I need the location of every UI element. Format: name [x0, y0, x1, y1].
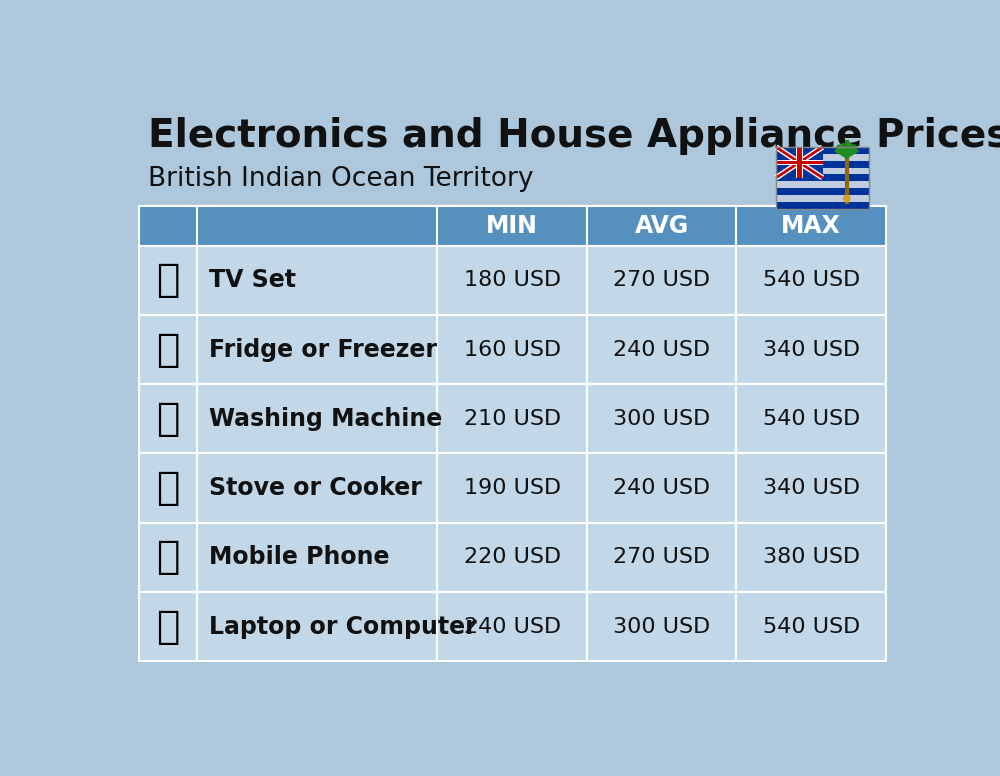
- Text: Electronics and House Appliance Prices: Electronics and House Appliance Prices: [148, 117, 1000, 155]
- Text: 160 USD: 160 USD: [464, 340, 561, 359]
- Bar: [776, 147, 869, 209]
- Bar: [139, 523, 197, 592]
- Bar: [587, 245, 736, 315]
- Bar: [139, 245, 197, 315]
- Bar: [776, 182, 869, 188]
- Bar: [587, 453, 736, 523]
- Text: British Indian Ocean Territory: British Indian Ocean Territory: [148, 165, 534, 192]
- Bar: [139, 315, 197, 384]
- Text: 🧈: 🧈: [156, 331, 180, 369]
- Bar: [736, 453, 886, 523]
- Bar: [139, 206, 197, 245]
- Bar: [736, 315, 886, 384]
- Bar: [437, 592, 587, 661]
- Bar: [776, 188, 869, 195]
- Text: 📱: 📱: [156, 539, 180, 577]
- Text: 📺: 📺: [156, 262, 180, 300]
- Bar: [776, 147, 822, 178]
- Bar: [776, 147, 869, 154]
- Text: 190 USD: 190 USD: [464, 478, 561, 498]
- Bar: [197, 453, 437, 523]
- Text: MAX: MAX: [781, 213, 841, 237]
- Bar: [197, 206, 437, 245]
- Bar: [587, 592, 736, 661]
- Bar: [736, 592, 886, 661]
- Text: Stove or Cooker: Stove or Cooker: [209, 476, 422, 500]
- Bar: [197, 245, 437, 315]
- Bar: [437, 453, 587, 523]
- Text: 540 USD: 540 USD: [763, 409, 860, 429]
- Bar: [197, 315, 437, 384]
- Text: Laptop or Computer: Laptop or Computer: [209, 615, 476, 639]
- Text: 380 USD: 380 USD: [763, 547, 860, 567]
- Bar: [776, 161, 869, 168]
- Bar: [776, 202, 869, 209]
- Bar: [587, 315, 736, 384]
- Bar: [197, 384, 437, 453]
- Bar: [587, 206, 736, 245]
- Bar: [797, 147, 802, 178]
- Text: 540 USD: 540 USD: [763, 617, 860, 637]
- Bar: [587, 523, 736, 592]
- Bar: [776, 161, 822, 164]
- Text: Washing Machine: Washing Machine: [209, 407, 442, 431]
- Text: Fridge or Freezer: Fridge or Freezer: [209, 338, 437, 362]
- Bar: [437, 315, 587, 384]
- Bar: [437, 523, 587, 592]
- Text: 240 USD: 240 USD: [613, 478, 710, 498]
- Bar: [197, 523, 437, 592]
- Bar: [736, 206, 886, 245]
- Bar: [796, 147, 803, 178]
- Bar: [587, 384, 736, 453]
- Text: 220 USD: 220 USD: [464, 547, 561, 567]
- Bar: [437, 206, 587, 245]
- Circle shape: [843, 195, 851, 203]
- Text: 300 USD: 300 USD: [613, 617, 710, 637]
- Text: TV Set: TV Set: [209, 268, 296, 293]
- Bar: [776, 175, 869, 182]
- Text: 340 USD: 340 USD: [763, 478, 860, 498]
- Bar: [776, 154, 869, 161]
- Bar: [139, 453, 197, 523]
- Bar: [139, 384, 197, 453]
- Text: 340 USD: 340 USD: [763, 340, 860, 359]
- Text: 270 USD: 270 USD: [613, 547, 710, 567]
- Bar: [197, 592, 437, 661]
- Text: MIN: MIN: [486, 213, 538, 237]
- Bar: [736, 245, 886, 315]
- Text: 240 USD: 240 USD: [464, 617, 561, 637]
- Bar: [437, 245, 587, 315]
- Text: 🧳: 🧳: [156, 400, 180, 438]
- Text: 240 USD: 240 USD: [613, 340, 710, 359]
- Bar: [776, 168, 869, 175]
- Text: 💻: 💻: [156, 608, 180, 646]
- Text: 210 USD: 210 USD: [464, 409, 561, 429]
- Bar: [736, 384, 886, 453]
- Bar: [776, 160, 822, 165]
- Text: 540 USD: 540 USD: [763, 270, 860, 290]
- Text: 300 USD: 300 USD: [613, 409, 710, 429]
- Bar: [437, 384, 587, 453]
- Bar: [139, 592, 197, 661]
- Text: AVG: AVG: [635, 213, 689, 237]
- Text: Mobile Phone: Mobile Phone: [209, 546, 389, 570]
- Text: 270 USD: 270 USD: [613, 270, 710, 290]
- Text: 180 USD: 180 USD: [464, 270, 561, 290]
- Bar: [776, 195, 869, 202]
- Text: 🪣: 🪣: [156, 469, 180, 508]
- Bar: [736, 523, 886, 592]
